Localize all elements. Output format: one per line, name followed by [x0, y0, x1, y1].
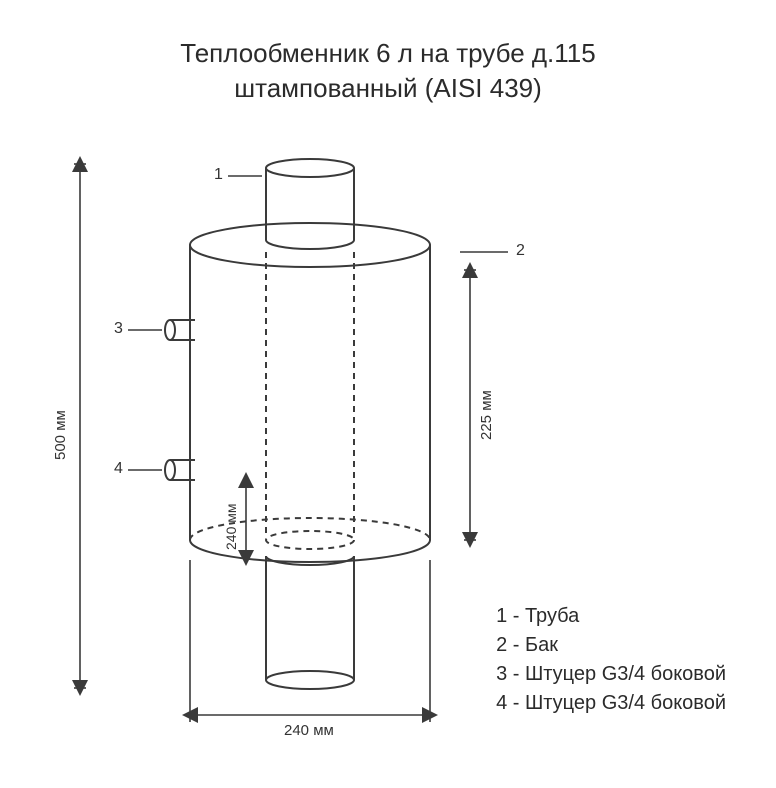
dim-500	[74, 164, 86, 688]
callout-4: 4	[114, 460, 123, 478]
dim-240-outer	[190, 560, 430, 722]
callout-3: 3	[114, 320, 123, 338]
title-line-1: Теплообменник 6 л на трубе д.115	[180, 38, 595, 68]
legend-2: 2 - Бак	[496, 631, 726, 660]
dim-240-inner-label: 240 мм	[223, 504, 239, 551]
legend-3: 3 - Штуцер G3/4 боковой	[496, 660, 726, 689]
diagram-page: Теплообменник 6 л на трубе д.115 штампов…	[0, 0, 776, 788]
legend: 1 - Труба 2 - Бак 3 - Штуцер G3/4 боково…	[496, 602, 726, 718]
legend-4: 4 - Штуцер G3/4 боковой	[496, 689, 726, 718]
legend-1: 1 - Труба	[496, 602, 726, 631]
title-line-2: штампованный (AISI 439)	[234, 73, 542, 103]
dim-240-outer-label: 240 мм	[284, 722, 334, 739]
title: Теплообменник 6 л на трубе д.115 штампов…	[0, 36, 776, 106]
dim-225-label: 225 мм	[478, 390, 495, 440]
bottom-pipe	[266, 556, 354, 689]
inner-pipe-dashed	[266, 252, 354, 549]
dim-225	[464, 270, 476, 540]
callout-2: 2	[516, 242, 525, 260]
callouts	[128, 176, 508, 470]
callout-1: 1	[214, 166, 223, 184]
dim-500-label: 500 мм	[52, 410, 69, 460]
